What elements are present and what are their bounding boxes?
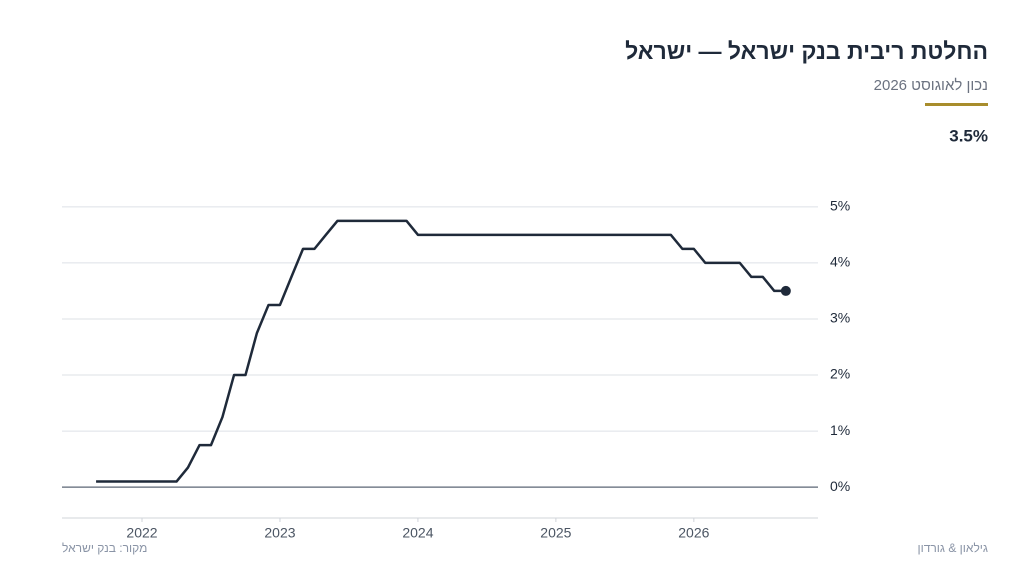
chart-subtitle: נכון לאוגוסט 2026 [874,77,988,94]
x-tick-label: 2024 [402,525,433,541]
chart-title: החלטת ריבית בנק ישראל — ישראל [625,38,988,64]
y-tick-label: 4% [830,254,850,270]
y-tick-label: 5% [830,198,850,214]
headline-value: 3.5% [949,126,988,145]
y-tick-label: 3% [830,310,850,326]
series-line [96,219,786,483]
x-tick-label: 2023 [264,525,295,541]
y-tick-label: 0% [830,478,850,494]
y-tick-label: 1% [830,422,850,438]
brand: גילאון & גורדון [918,541,988,555]
y-tick-label: 2% [830,366,850,382]
last-point [780,285,791,296]
x-tick-label: 2022 [126,525,157,541]
x-tick-label: 2026 [678,525,709,541]
x-tick-label: 2025 [540,525,571,541]
accent-bar [925,103,988,106]
source-note: מקור: בנק ישראל [62,541,147,555]
